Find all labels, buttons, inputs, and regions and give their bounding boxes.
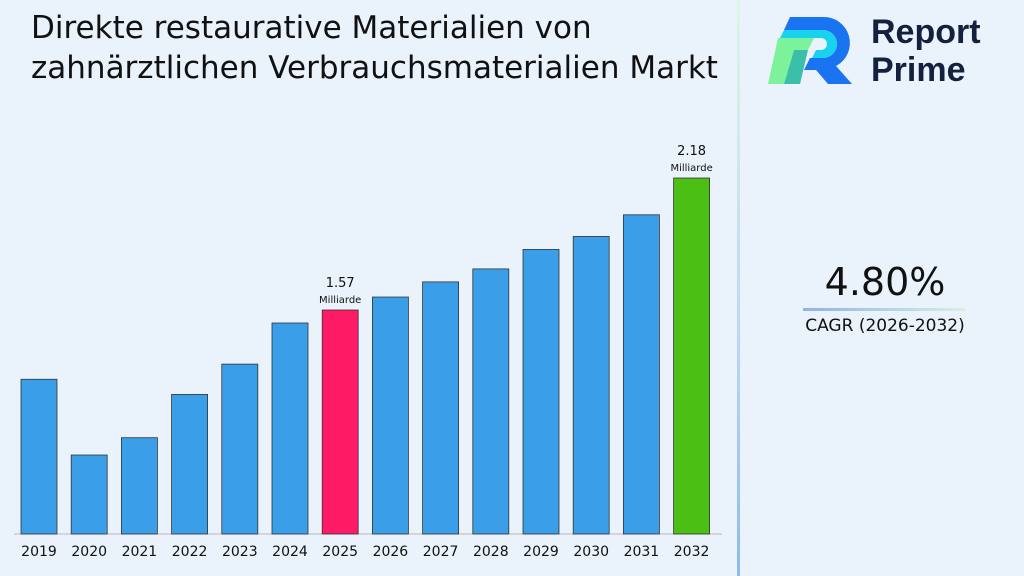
x-tick-label: 2023 (222, 544, 258, 560)
bar-2021 (121, 437, 158, 535)
bar-2022 (171, 394, 209, 535)
cagr-underline (803, 308, 965, 311)
x-tick-label: 2022 (172, 544, 208, 560)
brand-name-line1: Report (871, 13, 981, 51)
bar-2024 (271, 322, 309, 535)
x-tick-label: 2027 (423, 544, 459, 560)
bar-2027 (422, 281, 460, 535)
data-label-unit: Milliarde (670, 163, 712, 174)
bar-chart: 2019 2020 2021 2022 2023 2024 2025 1.57 Milliard… (14, 144, 722, 560)
report-prime-logo: Report Prime (768, 13, 1008, 89)
bar-2019 (20, 378, 58, 535)
bar-2026 (371, 296, 409, 535)
chart-title: Direkte restaurative Materialien von zah… (31, 10, 718, 86)
bar-2030 (572, 236, 610, 535)
data-label-value: 1.57 (326, 276, 355, 291)
bar-2032 (673, 177, 710, 535)
bar-2025 (321, 309, 359, 535)
bar-2031 (623, 214, 660, 535)
x-tick-label: 2021 (122, 544, 158, 560)
bar-2029 (522, 249, 560, 535)
x-tick-label: 2032 (674, 544, 710, 560)
bar-2023 (221, 363, 259, 535)
x-tick-label: 2025 (322, 544, 358, 560)
x-tick-label: 2019 (21, 544, 57, 560)
cagr-label: CAGR (2026-2032) (805, 316, 965, 336)
x-tick-label: 2029 (523, 544, 559, 560)
x-tick-label: 2020 (71, 544, 107, 560)
bar-2020 (70, 454, 108, 535)
brand-name-line2: Prime (871, 51, 966, 89)
bar-2028 (472, 268, 510, 535)
data-label-unit: Milliarde (319, 295, 361, 306)
x-tick-label: 2031 (624, 544, 660, 560)
divider (737, 0, 740, 576)
x-tick-label: 2026 (373, 544, 409, 560)
data-label-value: 2.18 (677, 144, 706, 159)
x-tick-label: 2024 (272, 544, 308, 560)
logo-mark-icon (768, 16, 852, 84)
x-tick-label: 2030 (573, 544, 609, 560)
cagr-value: 4.80% (824, 260, 946, 304)
x-tick-label: 2028 (473, 544, 509, 560)
